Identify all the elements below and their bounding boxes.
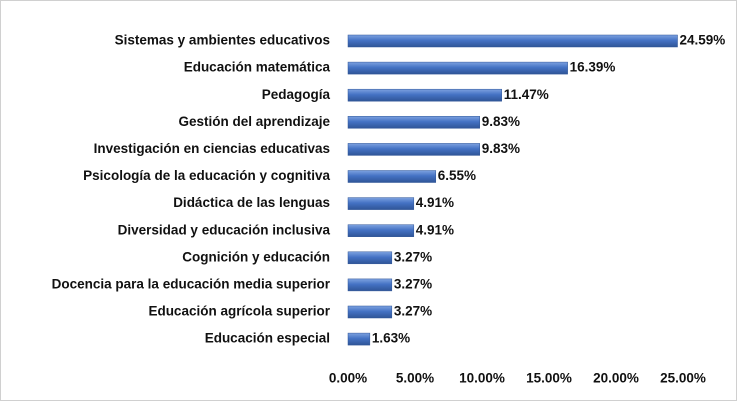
value-label: 9.83% [482,114,520,129]
y-tick-label: Investigación en ciencias educativas [94,141,330,156]
y-tick-label: Cognición y educación [182,249,330,264]
bar [347,251,393,265]
bar [347,305,393,319]
value-label: 3.27% [394,276,432,291]
value-label: 16.39% [570,60,616,75]
x-tick-label: 25.00% [660,371,706,386]
x-tick-label: 5.00% [396,371,434,386]
value-label: 9.83% [482,141,520,156]
bar [347,332,371,346]
y-tick-label: Sistemas y ambientes educativos [115,33,330,48]
y-tick-label: Educación especial [205,331,330,346]
value-label: 6.55% [438,168,476,183]
y-tick-label: Didáctica de las lenguas [173,195,330,210]
bar [347,278,393,292]
value-label: 4.91% [416,195,454,210]
y-tick-label: Psicología de la educación y cognitiva [83,168,330,183]
bar [347,224,415,237]
bar [347,88,502,102]
value-label: 3.27% [394,304,432,319]
value-label: 11.47% [504,87,549,102]
y-tick-label: Pedagogía [262,87,331,102]
x-tick-label: 15.00% [526,371,572,386]
x-tick-label: 10.00% [459,371,505,386]
bar [347,61,568,75]
bar [347,143,480,156]
value-label: 3.27% [394,249,432,264]
bar [347,116,480,129]
bar [347,170,437,183]
y-tick-label: Gestión del aprendizaje [178,114,330,129]
y-tick-label: Educación agrícola superior [148,304,330,319]
value-label: 4.91% [416,222,454,237]
bar [347,197,415,210]
y-tick-label: Educación matemática [184,60,331,75]
x-tick-label: 0.00% [329,371,367,386]
value-label: 1.63% [372,331,410,346]
value-label: 24.59% [680,33,726,48]
x-tick-label: 20.00% [593,371,639,386]
bar [347,34,678,48]
y-tick-label: Docencia para la educación media superio… [52,276,331,291]
y-tick-label: Diversidad y educación inclusiva [118,222,331,237]
